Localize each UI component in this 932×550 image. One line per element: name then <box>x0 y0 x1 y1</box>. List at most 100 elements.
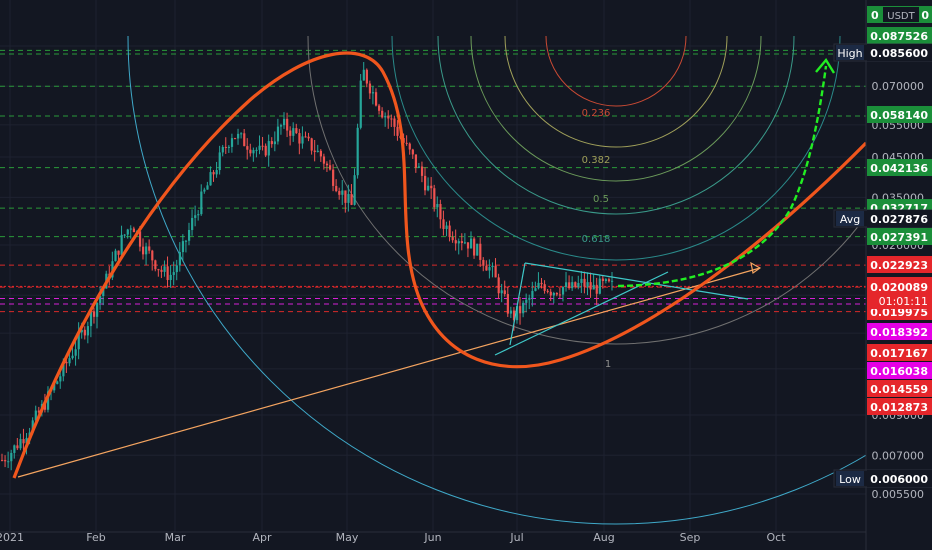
svg-text:0.020089: 0.020089 <box>870 281 928 294</box>
price-label: 0.087526 <box>867 27 932 44</box>
candle <box>420 161 424 183</box>
avg-label: Avg 0.027876 <box>833 209 932 228</box>
triangle-left <box>509 262 526 346</box>
candle <box>604 278 608 284</box>
candle <box>203 187 206 194</box>
candle <box>583 271 586 294</box>
candle <box>525 293 528 313</box>
candle <box>436 196 439 218</box>
svg-text:0.085600: 0.085600 <box>870 47 928 60</box>
candle <box>393 115 396 136</box>
candle <box>522 300 525 318</box>
candle <box>286 112 289 138</box>
price-label: 0.012873 <box>867 398 932 415</box>
candle <box>540 278 543 289</box>
candle <box>537 272 540 290</box>
candle <box>74 340 77 366</box>
candle <box>347 184 350 212</box>
candle <box>145 242 148 266</box>
candle <box>390 114 393 128</box>
candle <box>473 236 476 259</box>
candle <box>86 321 90 344</box>
price-label: 0.042136 <box>867 159 932 176</box>
y-tick-label: 0.005500 <box>872 488 925 501</box>
fib-arc-0-236 <box>545 35 687 107</box>
x-tick-label: 2021 <box>0 531 24 544</box>
candle <box>243 128 246 147</box>
candle <box>89 308 93 338</box>
candle <box>218 145 221 175</box>
candle <box>328 159 332 171</box>
candle <box>261 136 264 151</box>
svg-text:0: 0 <box>871 9 879 22</box>
candle <box>555 292 559 297</box>
candle <box>353 168 356 206</box>
candle <box>221 144 224 157</box>
price-axis: 0.0900000.0700000.0550000.0450000.035000… <box>865 0 932 550</box>
svg-text:0.022923: 0.022923 <box>870 259 928 272</box>
candle <box>163 260 166 277</box>
candle <box>187 222 191 246</box>
candle <box>184 239 188 253</box>
svg-text:0.006000: 0.006000 <box>870 473 928 486</box>
candle <box>200 184 203 216</box>
candle <box>19 433 22 451</box>
candle <box>466 242 470 258</box>
svg-text:0.027391: 0.027391 <box>870 231 928 244</box>
candle <box>117 250 120 261</box>
candle <box>534 281 537 292</box>
candle <box>255 147 258 158</box>
svg-text:0.027876: 0.027876 <box>870 213 928 226</box>
top-currency-label: 0 USDT 0 <box>867 6 932 23</box>
svg-text:0.087526: 0.087526 <box>870 30 928 43</box>
candle <box>191 209 194 236</box>
candle <box>169 265 172 288</box>
candle <box>601 275 605 289</box>
candle <box>319 149 322 162</box>
candle <box>114 248 117 262</box>
candle <box>365 68 368 88</box>
candle <box>494 258 497 278</box>
candle <box>215 161 218 178</box>
candle <box>206 181 209 190</box>
candle <box>283 112 286 129</box>
candle <box>589 272 592 298</box>
fib-arc-0-382 <box>504 35 728 148</box>
candle <box>546 289 549 294</box>
candle <box>298 128 301 155</box>
candle <box>197 210 200 221</box>
candle <box>442 210 445 236</box>
svg-text:High: High <box>837 47 862 60</box>
candle <box>56 380 59 385</box>
svg-text:01:01:11: 01:01:11 <box>879 295 928 308</box>
candle <box>341 180 344 205</box>
candle <box>531 281 534 307</box>
candle <box>356 123 359 179</box>
candle <box>371 86 375 105</box>
x-tick-label: Mar <box>165 531 186 544</box>
svg-text:0.017167: 0.017167 <box>870 347 928 360</box>
candle <box>519 297 522 325</box>
candle <box>1 453 4 462</box>
candle <box>368 80 372 100</box>
candle <box>276 118 280 145</box>
candle <box>273 131 277 152</box>
candle <box>396 120 399 141</box>
projection-curve <box>617 65 828 288</box>
candle <box>439 199 442 229</box>
horizontal-levels <box>0 49 866 313</box>
candle <box>405 135 408 146</box>
candle <box>433 184 436 212</box>
x-tick-label: May <box>336 531 359 544</box>
x-tick-label: Apr <box>252 531 272 544</box>
candle <box>301 126 304 149</box>
candle <box>279 123 283 135</box>
candle <box>611 271 614 291</box>
candle <box>157 268 160 277</box>
candle <box>571 276 574 291</box>
candle <box>322 153 326 170</box>
candle <box>224 137 227 154</box>
y-tick-label: 0.007000 <box>872 449 925 462</box>
candle <box>384 112 387 127</box>
